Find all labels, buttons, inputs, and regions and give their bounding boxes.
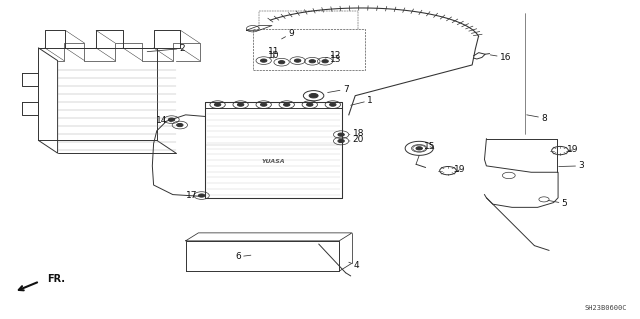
Text: 17: 17 bbox=[186, 191, 201, 200]
Circle shape bbox=[260, 59, 267, 62]
Circle shape bbox=[338, 133, 344, 136]
Text: YUASA: YUASA bbox=[262, 159, 285, 164]
Circle shape bbox=[237, 103, 244, 106]
Text: 20: 20 bbox=[349, 135, 364, 144]
Circle shape bbox=[284, 103, 290, 106]
Text: SH23B0600C: SH23B0600C bbox=[585, 305, 627, 311]
Circle shape bbox=[338, 139, 344, 143]
Circle shape bbox=[214, 103, 221, 106]
Bar bbox=[253, 29, 365, 70]
Text: 10: 10 bbox=[268, 51, 280, 60]
Text: 5: 5 bbox=[548, 199, 567, 208]
Text: 4: 4 bbox=[349, 261, 359, 270]
Text: 11: 11 bbox=[268, 47, 280, 56]
Circle shape bbox=[330, 103, 336, 106]
Circle shape bbox=[309, 60, 316, 63]
Text: 19: 19 bbox=[567, 145, 579, 154]
Text: 14: 14 bbox=[156, 116, 172, 125]
Text: 7: 7 bbox=[328, 85, 348, 94]
Text: 8: 8 bbox=[527, 114, 547, 122]
Circle shape bbox=[168, 118, 175, 121]
Text: 13: 13 bbox=[325, 56, 342, 64]
Text: 12: 12 bbox=[325, 51, 342, 60]
Circle shape bbox=[294, 59, 301, 62]
Text: 6: 6 bbox=[236, 252, 251, 261]
Text: 18: 18 bbox=[349, 129, 364, 138]
Circle shape bbox=[416, 147, 422, 150]
Circle shape bbox=[322, 60, 328, 63]
Text: 1: 1 bbox=[351, 96, 372, 105]
Text: 16: 16 bbox=[490, 53, 511, 62]
Text: 2: 2 bbox=[147, 44, 185, 53]
Text: 9: 9 bbox=[282, 29, 294, 39]
Text: 19: 19 bbox=[454, 165, 465, 174]
Circle shape bbox=[260, 103, 267, 106]
Text: FR.: FR. bbox=[47, 274, 65, 284]
Circle shape bbox=[177, 123, 183, 127]
Circle shape bbox=[198, 194, 205, 197]
Circle shape bbox=[309, 93, 318, 98]
Text: 15: 15 bbox=[424, 142, 436, 151]
Circle shape bbox=[307, 103, 313, 106]
Text: 3: 3 bbox=[559, 161, 584, 170]
Circle shape bbox=[278, 61, 285, 64]
